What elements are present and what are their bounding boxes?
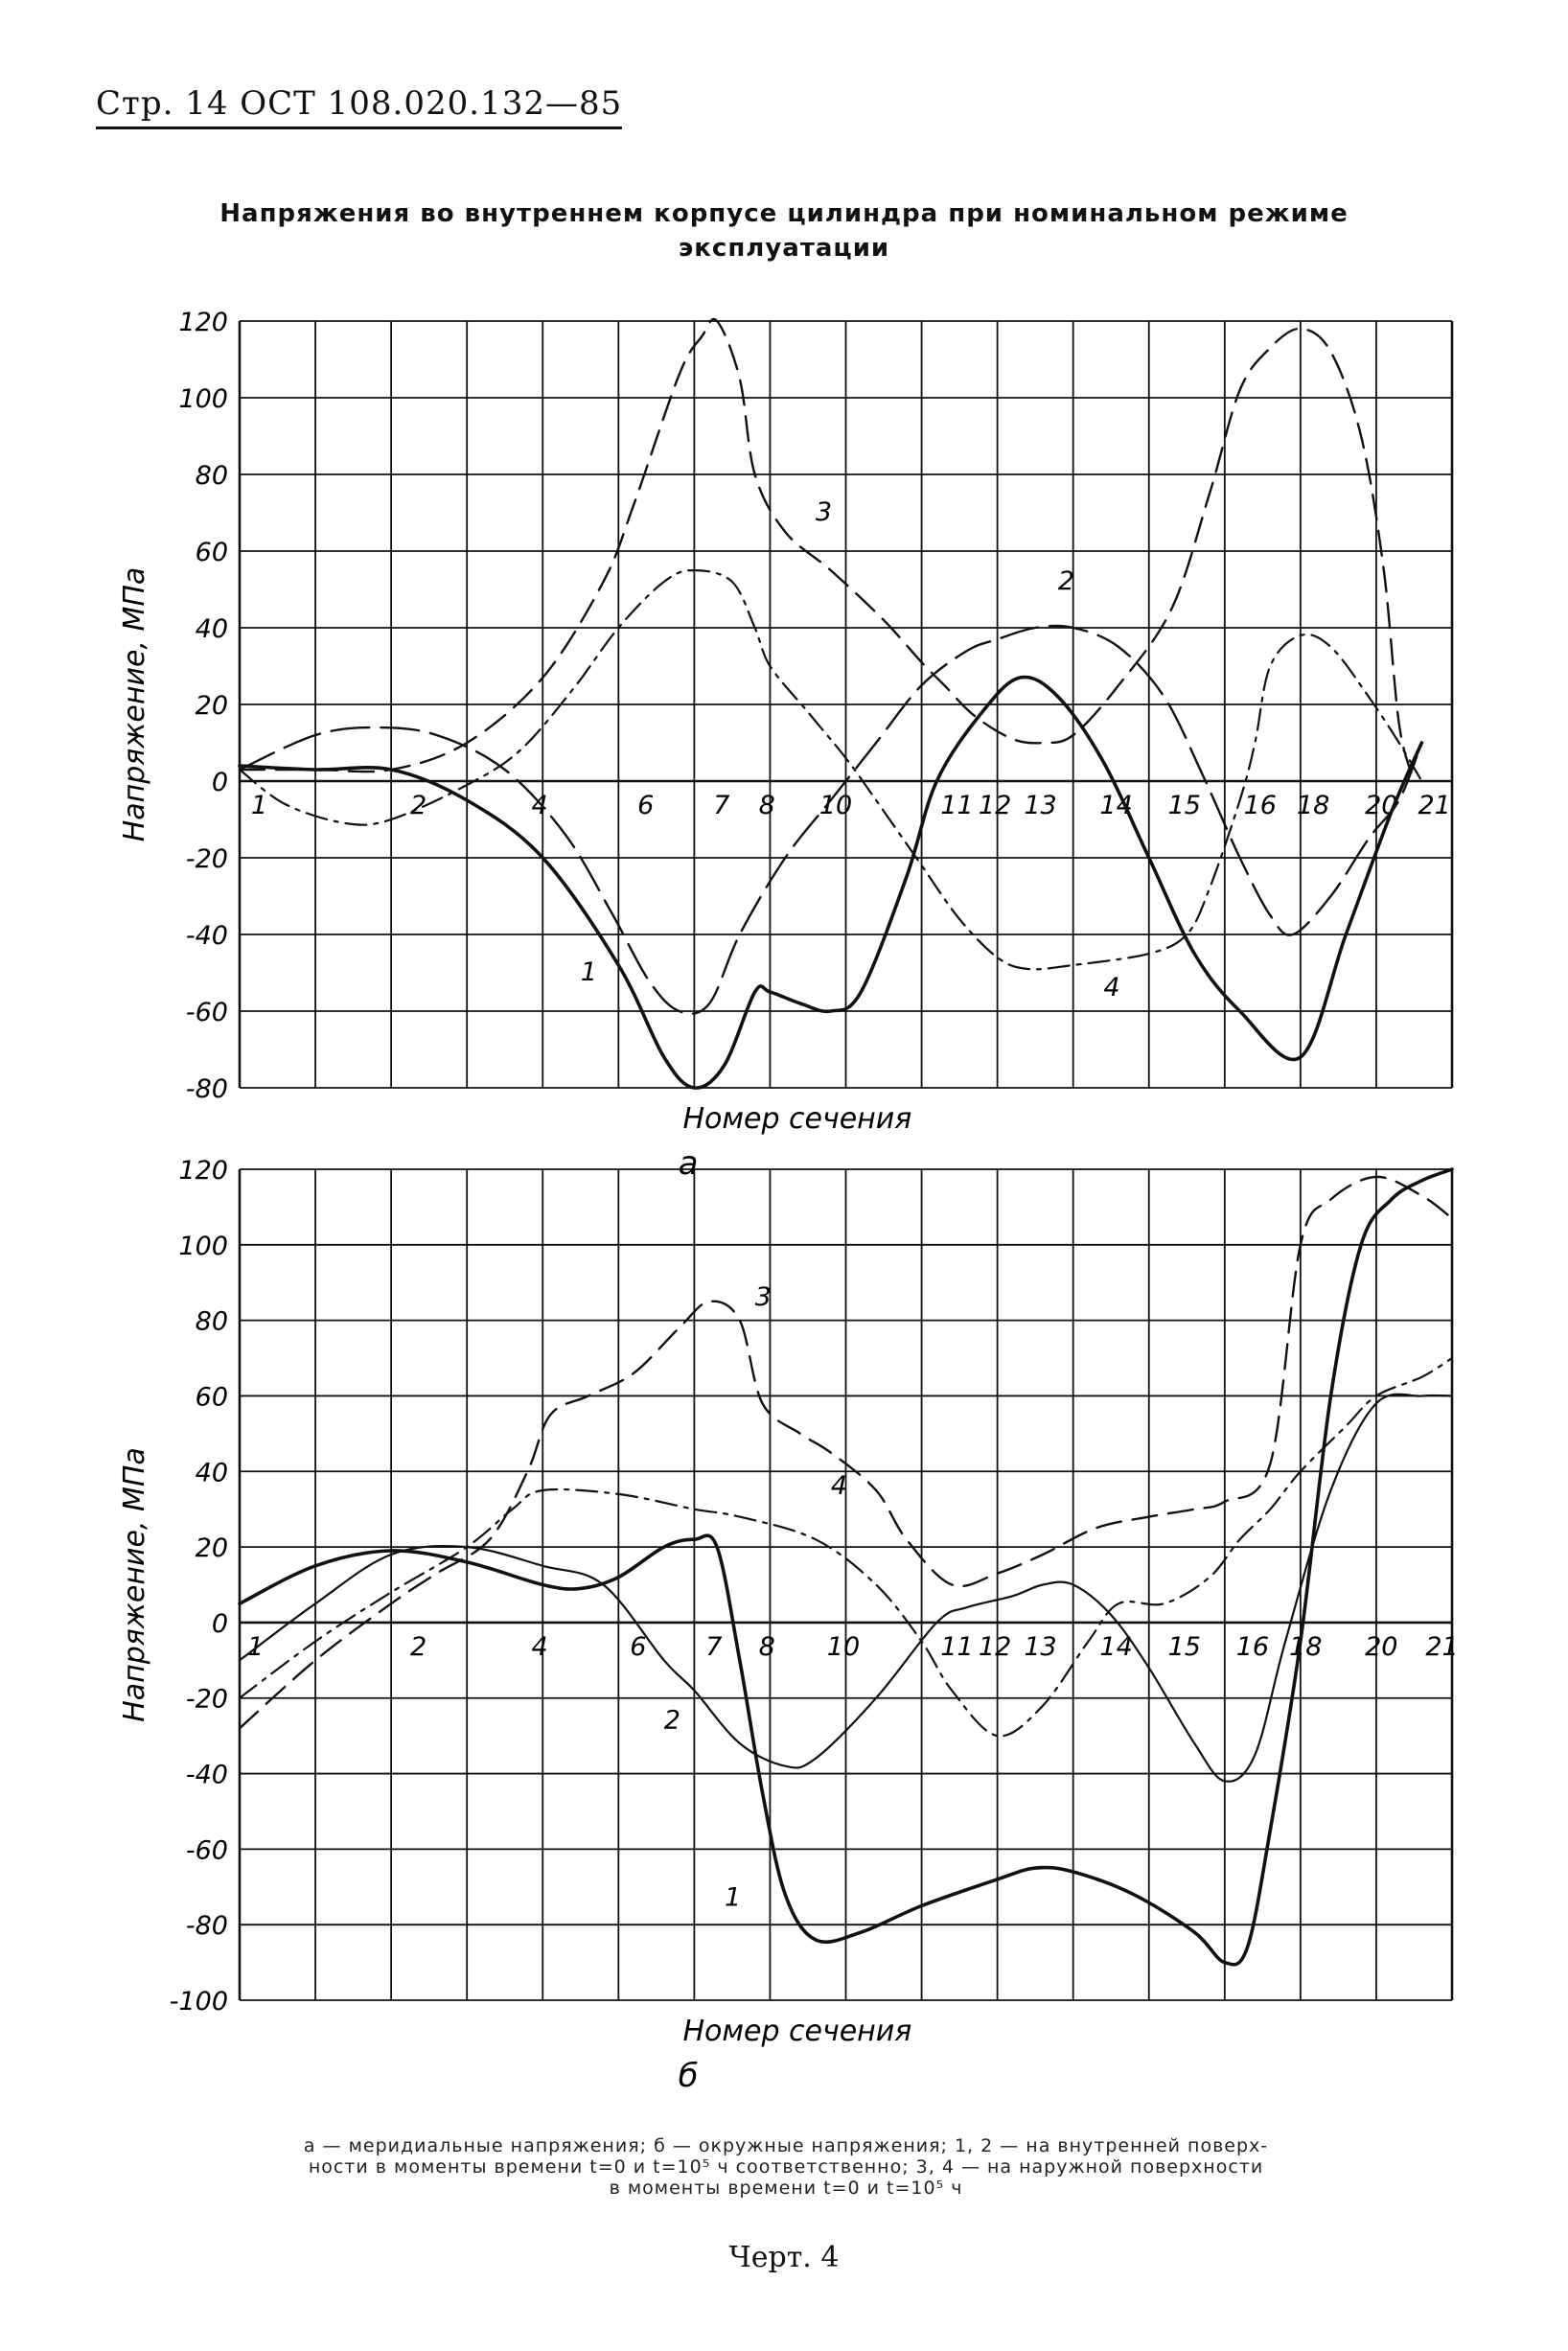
x-tick-label: 12	[979, 791, 1011, 820]
y-tick-label: 20	[196, 691, 228, 721]
x-tick-label: 2	[410, 791, 427, 820]
y-tick-label: -80	[186, 1911, 228, 1941]
y-tick-label: -60	[186, 1835, 228, 1865]
x-tick-label: 12	[979, 1632, 1011, 1662]
x-tick-label: 16	[1244, 791, 1277, 820]
x-tick-label: 15	[1168, 1632, 1201, 1662]
y-tick-label: 40	[196, 614, 228, 644]
x-tick-label: 14	[1099, 791, 1132, 820]
x-tick-label: 20	[1365, 1632, 1397, 1662]
x-tick-label: 10	[827, 1632, 860, 1662]
y-tick-label: 100	[178, 384, 228, 414]
grid	[238, 1168, 1454, 2001]
panel-label: б	[679, 2057, 699, 2089]
y-tick-label: -60	[186, 998, 228, 1027]
figure-number: Черт. 4	[728, 2241, 840, 2274]
series-label-2: 2	[1058, 566, 1074, 596]
title-line-1: Напряжения во внутреннем корпусе цилиндр…	[219, 199, 1349, 228]
y-tick-label: 80	[196, 1307, 228, 1337]
y-tick-label: 80	[196, 461, 228, 491]
y-tick-label: 0	[212, 768, 228, 797]
x-tick-label: 21	[1418, 791, 1450, 820]
x-tick-label: 10	[819, 791, 852, 820]
grid	[238, 320, 1454, 1089]
x-tick-label: 7	[705, 1632, 722, 1662]
x-tick-label: 13	[1024, 1632, 1056, 1662]
caption-line-2: ности в моменты времени t=0 и t=10⁵ ч со…	[308, 2156, 1264, 2178]
x-tick-label: 18	[1297, 791, 1329, 820]
series-line-2	[238, 1393, 1454, 1783]
y-tick-label: 40	[196, 1458, 228, 1487]
series-label-4: 4	[831, 1471, 847, 1501]
x-tick-label: 2	[410, 1632, 427, 1662]
y-tick-label: -20	[186, 844, 228, 874]
x-tick-label: 11	[940, 791, 973, 820]
caption-line-3: в моменты времени t=0 и t=10⁵ ч	[609, 2178, 963, 2199]
series-line-3	[238, 1175, 1454, 1730]
x-tick-label: 1	[251, 791, 267, 820]
y-tick-label: 120	[178, 1156, 228, 1186]
series-line-4	[238, 1356, 1454, 1738]
panel-label: а	[679, 1144, 699, 1183]
x-tick-label: 16	[1236, 1632, 1269, 1662]
series-label-1: 1	[581, 957, 597, 987]
page-header: Стр. 14 ОСТ 108.020.132—85	[96, 84, 623, 129]
y-axis-title: Напряжение, МПа	[118, 567, 151, 842]
y-axis-title: Напряжение, МПа	[118, 1447, 151, 1722]
series-label-2: 2	[664, 1705, 680, 1735]
series-label-3: 3	[816, 497, 832, 527]
x-tick-label: 8	[759, 1632, 775, 1662]
series-label-1: 1	[725, 1882, 741, 1912]
y-tick-label: 20	[196, 1533, 228, 1563]
x-tick-label: 6	[637, 791, 654, 820]
series-line-2	[238, 624, 1423, 1015]
y-tick-label: -20	[186, 1685, 228, 1715]
series-label-4: 4	[1103, 973, 1119, 1003]
caption-line-1: а — меридиальные напряжения; б — окружны…	[303, 2135, 1269, 2156]
x-tick-label: 7	[713, 791, 729, 820]
y-tick-label: -40	[186, 1761, 228, 1790]
series-label-3: 3	[755, 1282, 772, 1312]
x-axis-title: Номер сечения	[682, 1102, 911, 1136]
x-tick-label: 4	[531, 1632, 547, 1662]
x-tick-label: 18	[1289, 1632, 1322, 1662]
y-tick-label: 60	[196, 538, 228, 567]
series-line-3	[238, 317, 1416, 783]
series-line-4	[238, 568, 1423, 971]
x-axis-title: Номер сечения	[682, 2015, 911, 2048]
y-tick-label: -100	[170, 1987, 228, 2017]
y-tick-label: 60	[196, 1382, 228, 1412]
y-tick-label: 0	[212, 1609, 228, 1639]
x-tick-label: 8	[759, 791, 775, 820]
x-tick-label: 13	[1024, 791, 1056, 820]
y-tick-label: -40	[186, 921, 228, 951]
series-line-1	[238, 675, 1424, 1090]
x-tick-label: 15	[1168, 791, 1201, 820]
x-tick-label: 6	[630, 1632, 646, 1662]
title-line-2: эксплуатации	[678, 234, 890, 263]
y-tick-label: 100	[178, 1232, 228, 1261]
y-tick-label: 120	[178, 308, 228, 337]
x-tick-label: 21	[1425, 1632, 1458, 1662]
figure-caption: а — меридиальные напряжения; б — окружны…	[144, 2135, 1428, 2199]
x-tick-label: 11	[940, 1632, 973, 1662]
figure-title: Напряжения во внутреннем корпусе цилиндр…	[0, 196, 1568, 265]
y-tick-label: -80	[186, 1074, 228, 1104]
